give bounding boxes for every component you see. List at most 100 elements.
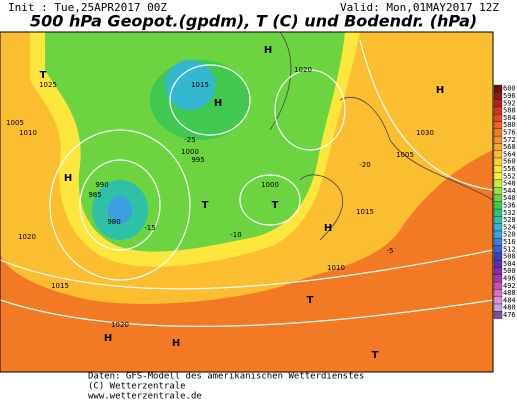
contour-label: -25 <box>184 136 195 144</box>
colorbar-swatch <box>493 303 503 312</box>
contour-label: 1010 <box>327 264 345 272</box>
contour-label: -15 <box>144 224 155 232</box>
pressure-center: H <box>172 338 180 349</box>
pressure-center: H <box>214 98 222 109</box>
colorbar-label: 564 <box>503 150 516 158</box>
colorbar-label: 540 <box>503 194 516 202</box>
colorbar-label: 548 <box>503 180 516 188</box>
colorbar-swatch <box>493 187 503 195</box>
footer-copyright: (C) Wetterzentrale <box>88 382 186 392</box>
colorbar-swatch <box>493 208 503 217</box>
colorbar-label: 484 <box>503 296 516 304</box>
contour-label: -5 <box>387 247 394 255</box>
colorbar-swatch <box>493 311 503 319</box>
pressure-center: T <box>372 350 379 361</box>
contour-label: 1005 <box>396 151 414 159</box>
contour-label: 1000 <box>261 181 279 189</box>
colorbar-label: 488 <box>503 289 516 297</box>
colorbar-label: 576 <box>503 128 516 136</box>
map-title: 500 hPa Geopot.(gpdm), T (C) und Bodendr… <box>30 12 477 31</box>
colorbar-label: 500 <box>503 267 516 275</box>
footer-source: Daten: GFS-Modell des amerikanischen Wet… <box>88 372 364 382</box>
colorbar-swatch <box>493 99 503 108</box>
colorbar-label: 544 <box>503 187 516 195</box>
colorbar-label: 504 <box>503 260 516 268</box>
contour-label: -10 <box>230 231 241 239</box>
contour-label: 1015 <box>51 282 69 290</box>
contour-label: 985 <box>88 191 101 199</box>
colorbar-label: 588 <box>503 107 516 115</box>
contour-label: 1020 <box>111 321 129 329</box>
colorbar-swatch <box>493 296 503 305</box>
colorbar-swatch <box>493 238 503 246</box>
colorbar-label: 528 <box>503 216 516 224</box>
pressure-center: H <box>324 223 332 234</box>
valid-time: Valid: Mon,01MAY2017 12Z <box>340 1 499 14</box>
colorbar-swatch <box>493 194 503 202</box>
footer-url: www.wetterzentrale.de <box>88 392 202 400</box>
colorbar-swatch <box>493 274 503 283</box>
contour-label: 1005 <box>6 119 24 127</box>
colorbar-label: 492 <box>503 282 516 290</box>
colorbar-label: 520 <box>503 231 516 239</box>
colorbar-swatch <box>493 223 503 232</box>
contour-label: 1025 <box>39 81 57 89</box>
colorbar-label: 476 <box>503 311 516 319</box>
colorbar-swatch <box>493 230 503 239</box>
colorbar-swatch <box>493 157 503 166</box>
colorbar-label: 580 <box>503 121 516 129</box>
colorbar-swatch <box>493 121 503 129</box>
pressure-center: H <box>64 173 72 184</box>
colorbar-swatch <box>493 267 503 275</box>
map <box>0 31 494 373</box>
colorbar-swatch <box>493 165 503 173</box>
colorbar-label: 572 <box>503 136 516 144</box>
low-center <box>108 196 132 224</box>
colorbar-label: 512 <box>503 245 516 253</box>
colorbar-swatch <box>493 201 503 210</box>
isobars <box>0 39 493 327</box>
pressure-center: H <box>264 45 272 56</box>
contour-label: 980 <box>107 218 120 226</box>
colorbar-swatch <box>493 106 503 115</box>
colorbar-label: 560 <box>503 158 516 166</box>
colorbar-swatch <box>493 92 503 100</box>
colorbar-label: 592 <box>503 99 516 107</box>
colorbar-label: 596 <box>503 92 516 100</box>
low-center <box>165 60 215 110</box>
contour-label: 1020 <box>18 233 36 241</box>
pressure-center: H <box>436 85 444 96</box>
pressure-center: T <box>40 70 47 81</box>
contour-label: 995 <box>191 156 204 164</box>
colorbar: 6005965925885845805765725685645605565525… <box>493 84 516 319</box>
coastline <box>299 97 493 241</box>
colorbar-swatch <box>493 84 503 93</box>
colorbar-swatch <box>493 172 503 181</box>
colorbar-label: 516 <box>503 238 516 246</box>
colorbar-swatch <box>493 289 503 297</box>
colorbar-swatch <box>493 128 503 137</box>
colorbar-swatch <box>493 260 503 268</box>
colorbar-label: 552 <box>503 172 516 180</box>
colorbar-label: 508 <box>503 253 516 261</box>
colorbar-swatch <box>493 281 503 290</box>
colorbar-label: 600 <box>503 85 516 93</box>
colorbar-label: 536 <box>503 201 516 209</box>
contour-label: 1010 <box>19 129 37 137</box>
colorbar-label: 568 <box>503 143 516 151</box>
colorbar-swatch <box>493 179 503 188</box>
contour-label: 990 <box>95 181 108 189</box>
colorbar-label: 556 <box>503 165 516 173</box>
contour-label: 1020 <box>294 66 312 74</box>
init-time: Init : Tue,25APR2017 00Z <box>8 1 167 14</box>
contour-label: 1030 <box>416 129 434 137</box>
contour-label: 1015 <box>356 208 374 216</box>
colorbar-label: 584 <box>503 114 516 122</box>
colorbar-label: 496 <box>503 274 516 282</box>
colorbar-swatch <box>493 114 503 122</box>
colorbar-label: 480 <box>503 304 516 312</box>
colorbar-label: 524 <box>503 223 516 231</box>
